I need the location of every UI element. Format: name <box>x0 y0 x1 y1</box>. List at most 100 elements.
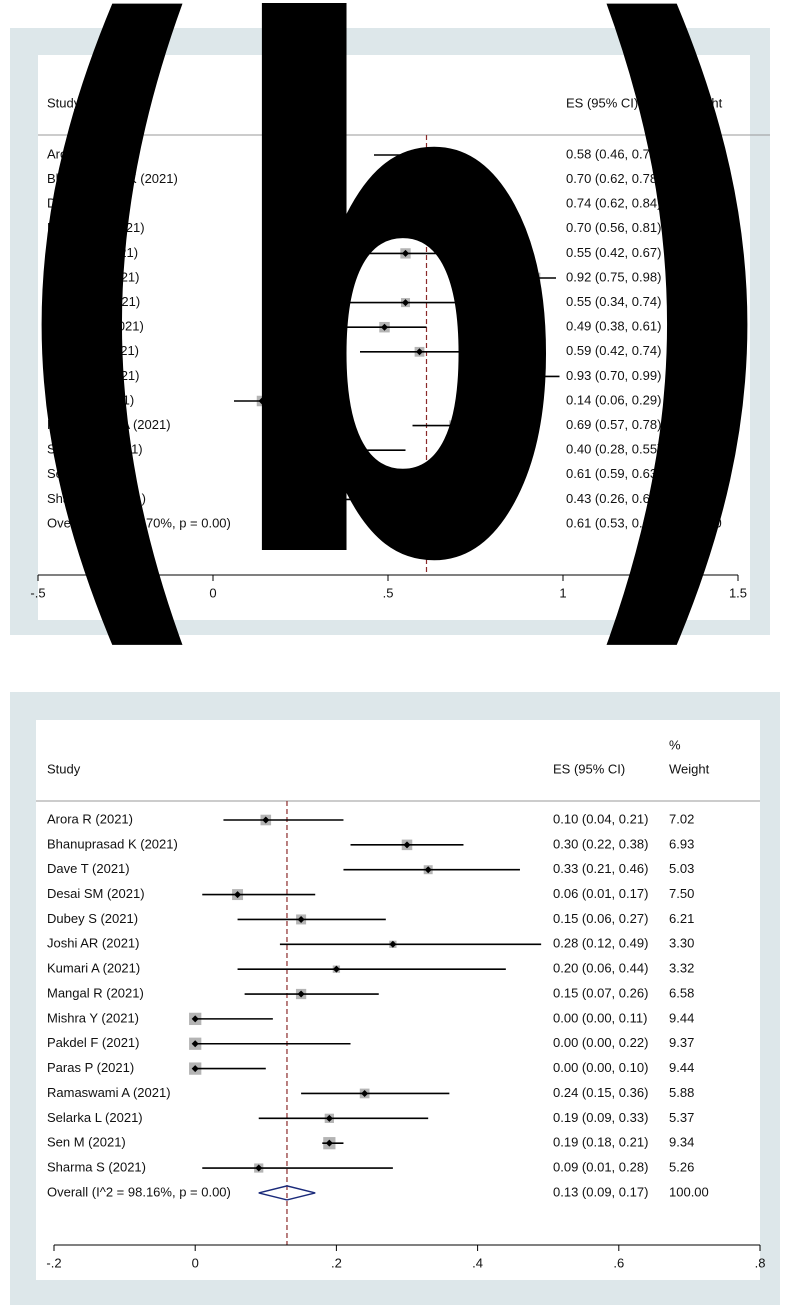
point-estimate <box>191 1040 199 1048</box>
header-weight: Weight <box>682 95 723 110</box>
overall-label: Overall (I^2 = 98.16%, p = 0.00) <box>47 1184 231 1199</box>
es-label: 0.74 (0.62, 0.84) <box>566 196 661 211</box>
es-label: 0.00 (0.00, 0.10) <box>553 1060 648 1075</box>
study-name: Desai SM (2021) <box>47 886 145 901</box>
es-label: 0.55 (0.42, 0.67) <box>566 245 661 260</box>
point-estimate <box>360 495 367 503</box>
weight-label: 6.84 <box>682 319 707 334</box>
weight-label: 5.03 <box>669 861 694 876</box>
study-name: Mishra Y (2021) <box>47 343 139 358</box>
point-estimate <box>454 176 462 184</box>
point-estimate <box>325 1114 333 1122</box>
point-estimate <box>262 816 270 824</box>
point-estimate <box>416 348 423 356</box>
study-name: Dave T (2021) <box>47 196 130 211</box>
x-tick-label: .8 <box>755 1255 766 1270</box>
study-name: Kumari A (2021) <box>47 294 140 309</box>
study-name: Mangal R (2021) <box>47 319 144 334</box>
study-name: Ramaswami A (2021) <box>47 1085 171 1100</box>
point-estimate <box>191 1065 199 1073</box>
es-label: 0.20 (0.06, 0.44) <box>553 961 648 976</box>
es-label: 0.43 (0.26, 0.63) <box>566 491 661 506</box>
study-name: Dubey S (2021) <box>47 245 138 260</box>
weight-label: 5.10 <box>682 294 707 309</box>
weight-label: 7.50 <box>669 886 694 901</box>
study-name: Sharma S (2021) <box>47 1159 146 1174</box>
study-name: Kumari A (2021) <box>47 961 140 976</box>
weight-label: 5.32 <box>682 491 707 506</box>
overall-diamond <box>398 516 455 532</box>
weight-label: 6.64 <box>682 245 707 260</box>
weight-label: 6.85 <box>682 146 707 161</box>
overall-es-label: 0.13 (0.09, 0.17) <box>553 1184 648 1199</box>
weight-label: 6.90 <box>682 392 707 407</box>
overall-weight-label: 100.00 <box>669 1184 709 1199</box>
study-name: Joshi AR (2021) <box>47 269 140 284</box>
weight-label: 6.21 <box>669 911 694 926</box>
weight-label: 7.02 <box>669 811 694 826</box>
x-tick-label: 1.5 <box>729 585 747 600</box>
weight-label: 3.32 <box>669 961 694 976</box>
weight-label: 7.02 <box>682 417 707 432</box>
es-label: 0.19 (0.18, 0.21) <box>553 1135 648 1150</box>
plot-area <box>38 55 750 620</box>
point-estimate <box>402 299 409 307</box>
study-name: Selarka L (2021) <box>47 442 143 457</box>
study-name: Selarka L (2021) <box>47 1110 143 1125</box>
weight-label: 5.88 <box>669 1085 694 1100</box>
study-name: Pakdel F (2021) <box>47 1035 140 1050</box>
point-estimate <box>468 200 476 208</box>
weight-label: 9.34 <box>669 1135 694 1150</box>
study-name: Mishra Y (2021) <box>47 1010 139 1025</box>
weight-label: 5.37 <box>669 1110 694 1125</box>
panel-label: (b) <box>0 0 789 720</box>
x-tick-label: -.5 <box>30 585 45 600</box>
es-label: 0.19 (0.09, 0.33) <box>553 1110 648 1125</box>
point-estimate <box>402 249 409 257</box>
weight-label: 9.37 <box>669 1035 694 1050</box>
point-estimate <box>255 1164 263 1172</box>
es-label: 0.40 (0.28, 0.55) <box>566 442 661 457</box>
study-name: Arora R (2021) <box>47 811 133 826</box>
point-estimate <box>451 422 458 430</box>
es-label: 0.00 (0.00, 0.11) <box>553 1010 647 1025</box>
es-label: 0.15 (0.06, 0.27) <box>553 911 648 926</box>
es-label: 0.24 (0.15, 0.36) <box>553 1085 648 1100</box>
weight-label: 6.72 <box>682 220 707 235</box>
x-tick-label: .5 <box>383 585 394 600</box>
weight-label: 6.49 <box>682 442 707 457</box>
es-label: 0.28 (0.12, 0.49) <box>553 936 648 951</box>
point-estimate <box>361 1089 369 1097</box>
es-label: 0.93 (0.70, 0.99) <box>566 368 661 383</box>
header-weight: Weight <box>669 761 710 776</box>
point-estimate <box>297 915 305 923</box>
es-label: 0.61 (0.59, 0.63) <box>566 466 661 481</box>
x-tick-label: .4 <box>472 1255 483 1270</box>
header-es: ES (95% CI) <box>566 95 638 110</box>
weight-label: 7.44 <box>682 171 707 186</box>
point-estimate <box>191 1015 199 1023</box>
study-name: Paras P (2021) <box>47 392 134 407</box>
x-tick-label: 1 <box>559 585 566 600</box>
study-name: Pakdel F (2021) <box>47 368 140 383</box>
weight-label: 6.95 <box>682 196 707 211</box>
es-label: 0.10 (0.04, 0.21) <box>553 811 648 826</box>
point-estimate <box>454 225 462 233</box>
es-label: 0.06 (0.01, 0.17) <box>553 886 648 901</box>
overall-label: Overall (I^2 = 90.70%, p = 0.00) <box>47 515 231 530</box>
point-estimate <box>403 841 411 849</box>
study-name: Sharma S (2021) <box>47 491 146 506</box>
es-label: 0.33 (0.21, 0.46) <box>553 861 648 876</box>
es-label: 0.59 (0.42, 0.74) <box>566 343 661 358</box>
weight-label: 9.44 <box>669 1010 694 1025</box>
header-weight-pct: % <box>682 71 694 86</box>
header-weight-pct: % <box>669 737 681 752</box>
x-tick-label: 0 <box>209 585 216 600</box>
study-name: Ramaswami A (2021) <box>47 417 171 432</box>
point-estimate <box>412 151 420 159</box>
weight-label: 7.99 <box>682 466 707 481</box>
es-label: 0.49 (0.38, 0.61) <box>566 319 661 334</box>
es-label: 0.70 (0.56, 0.81) <box>566 220 661 235</box>
